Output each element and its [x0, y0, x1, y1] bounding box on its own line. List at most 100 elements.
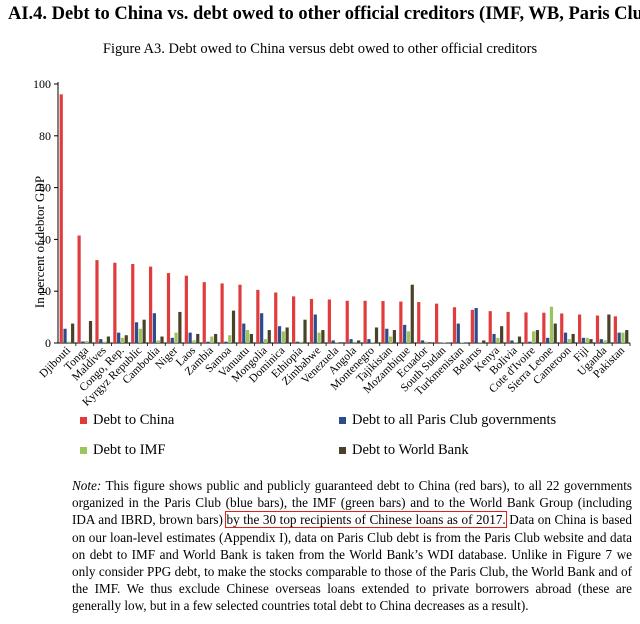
- bar-debt-to-imf-31: [621, 332, 625, 343]
- chart-title: Figure A3. Debt owed to China versus deb…: [102, 41, 538, 57]
- legend-label: Debt to IMF: [93, 442, 166, 458]
- bar-debt-to-china-1: [77, 235, 81, 343]
- bar-debt-to-china-30: [595, 315, 600, 343]
- bar-chart: 0 20 40 60 80 100 DjiboutiTongaMaldivesCongo,…: [32, 77, 631, 409]
- bar-debt-to-china-25: [506, 311, 510, 343]
- bar-debt-to-all-paris-club-governments-27: [546, 337, 550, 343]
- bar-debt-to-world-bank-1: [88, 320, 93, 343]
- figure-note: Note: This figure shows public and publi…: [72, 477, 632, 615]
- bar-debt-to-china-13: [292, 296, 296, 343]
- bar-debt-to-all-paris-club-governments-5: [152, 313, 157, 343]
- bar-debt-to-china-22: [452, 307, 457, 343]
- bar-debt-to-all-paris-club-governments-24: [492, 333, 496, 343]
- bar-debt-to-imf-10: [245, 330, 250, 343]
- bar-debt-to-all-paris-club-governments-29: [581, 337, 586, 343]
- bar-debt-to-world-bank-12: [285, 327, 289, 343]
- bar-debt-to-china-24: [488, 311, 492, 343]
- bar-debt-to-imf-2: [102, 341, 107, 343]
- bar-debt-to-imf-27: [549, 306, 554, 343]
- bar-debt-to-all-paris-club-governments-31: [617, 332, 621, 343]
- bar-debt-to-china-9: [220, 283, 224, 343]
- bar-debt-to-world-bank-8: [214, 333, 218, 343]
- bar-debt-to-imf-28: [567, 339, 571, 343]
- note-highlighted-text: by the 30 top recipients of Chinese loan…: [225, 511, 507, 529]
- bar-debt-to-china-12: [274, 292, 278, 343]
- bar-debt-to-imf-29: [585, 337, 589, 343]
- bar-debt-to-china-7: [184, 275, 188, 343]
- bar-debt-to-imf-7: [192, 340, 196, 343]
- bar-debt-to-all-paris-club-governments-9: [224, 341, 228, 343]
- bar-debt-to-world-bank-15: [339, 342, 343, 343]
- bar-debt-to-world-bank-7: [196, 333, 200, 343]
- bar-debt-to-imf-6: [174, 332, 178, 343]
- bar-debt-to-china-3: [113, 262, 117, 343]
- bar-debt-to-imf-18: [388, 336, 393, 343]
- bar-debt-to-world-bank-16: [357, 340, 361, 343]
- bar-debt-to-all-paris-club-governments-2: [99, 339, 103, 343]
- y-tick-label: 60: [39, 181, 51, 195]
- bar-debt-to-china-17: [363, 300, 367, 343]
- bar-debt-to-imf-21: [442, 342, 446, 343]
- bar-debt-to-china-5: [149, 266, 153, 343]
- bar-debt-to-world-bank-29: [589, 339, 593, 343]
- bar-debt-to-all-paris-club-governments-19: [403, 324, 407, 343]
- bar-debt-to-all-paris-club-governments-11: [260, 313, 264, 343]
- chart-bars: [59, 94, 631, 346]
- bar-debt-to-world-bank-27: [553, 323, 557, 343]
- bar-debt-to-imf-0: [67, 341, 71, 343]
- y-tick-label: 0: [45, 336, 51, 350]
- bar-debt-to-china-20: [417, 302, 421, 343]
- bar-debt-to-china-27: [542, 312, 546, 343]
- bar-debt-to-imf-13: [299, 341, 303, 343]
- bar-debt-to-imf-11: [263, 339, 268, 343]
- bar-debt-to-imf-14: [317, 332, 321, 343]
- bar-debt-to-all-paris-club-governments-4: [134, 322, 139, 343]
- bar-debt-to-all-paris-club-governments-18: [385, 328, 389, 343]
- bar-debt-to-world-bank-25: [517, 336, 522, 343]
- bar-debt-to-imf-26: [531, 331, 536, 343]
- y-tick-label: 20: [39, 284, 51, 298]
- bar-debt-to-china-31: [613, 316, 617, 343]
- bar-debt-to-all-paris-club-governments-23: [474, 308, 478, 343]
- y-axis-label: In percent of debtor GDP: [32, 176, 47, 308]
- bar-debt-to-world-bank-30: [607, 314, 611, 343]
- bar-debt-to-all-paris-club-governments-7: [188, 332, 192, 343]
- bar-debt-to-world-bank-9: [231, 310, 236, 344]
- legend-swatch: [339, 447, 346, 454]
- bar-debt-to-imf-4: [138, 328, 142, 343]
- bar-debt-to-imf-12: [281, 331, 285, 343]
- bar-debt-to-world-bank-14: [321, 330, 325, 343]
- bar-debt-to-imf-30: [603, 340, 607, 343]
- bar-debt-to-world-bank-28: [571, 333, 575, 343]
- legend-item-debt-to-imf: Debt to IMF: [80, 442, 166, 459]
- bar-debt-to-world-bank-3: [124, 335, 128, 343]
- bar-debt-to-china-14: [309, 298, 314, 343]
- bar-debt-to-all-paris-club-governments-20: [420, 340, 425, 343]
- bar-debt-to-world-bank-18: [392, 330, 396, 343]
- chart-axes: 0 20 40 60 80 100: [33, 77, 630, 350]
- bar-debt-to-china-0: [59, 94, 63, 343]
- bar-debt-to-all-paris-club-governments-6: [170, 337, 174, 343]
- bar-debt-to-world-bank-0: [71, 323, 75, 343]
- bar-debt-to-china-15: [327, 299, 331, 343]
- bar-debt-to-china-11: [256, 289, 260, 343]
- bar-debt-to-all-paris-club-governments-12: [277, 326, 282, 343]
- bar-debt-to-world-bank-6: [178, 311, 182, 343]
- bar-debt-to-all-paris-club-governments-22: [456, 323, 460, 343]
- bar-debt-to-china-19: [399, 301, 403, 343]
- bar-debt-to-all-paris-club-governments-26: [528, 341, 532, 343]
- bar-debt-to-china-16: [345, 300, 349, 343]
- y-tick-label: 40: [39, 232, 51, 246]
- bar-debt-to-imf-15: [335, 342, 339, 343]
- legend-label: Debt to China: [93, 412, 175, 428]
- bar-debt-to-china-29: [578, 314, 582, 343]
- y-tick-label: 80: [39, 129, 51, 143]
- bar-debt-to-all-paris-club-governments-17: [367, 339, 371, 343]
- bar-debt-to-china-6: [166, 273, 171, 343]
- bar-debt-to-imf-16: [353, 341, 357, 343]
- bar-debt-to-world-bank-20: [428, 342, 432, 343]
- bar-debt-to-all-paris-club-governments-21: [438, 342, 443, 343]
- bar-debt-to-imf-25: [514, 342, 518, 343]
- bar-debt-to-all-paris-club-governments-28: [563, 332, 568, 343]
- bar-debt-to-world-bank-13: [303, 319, 307, 343]
